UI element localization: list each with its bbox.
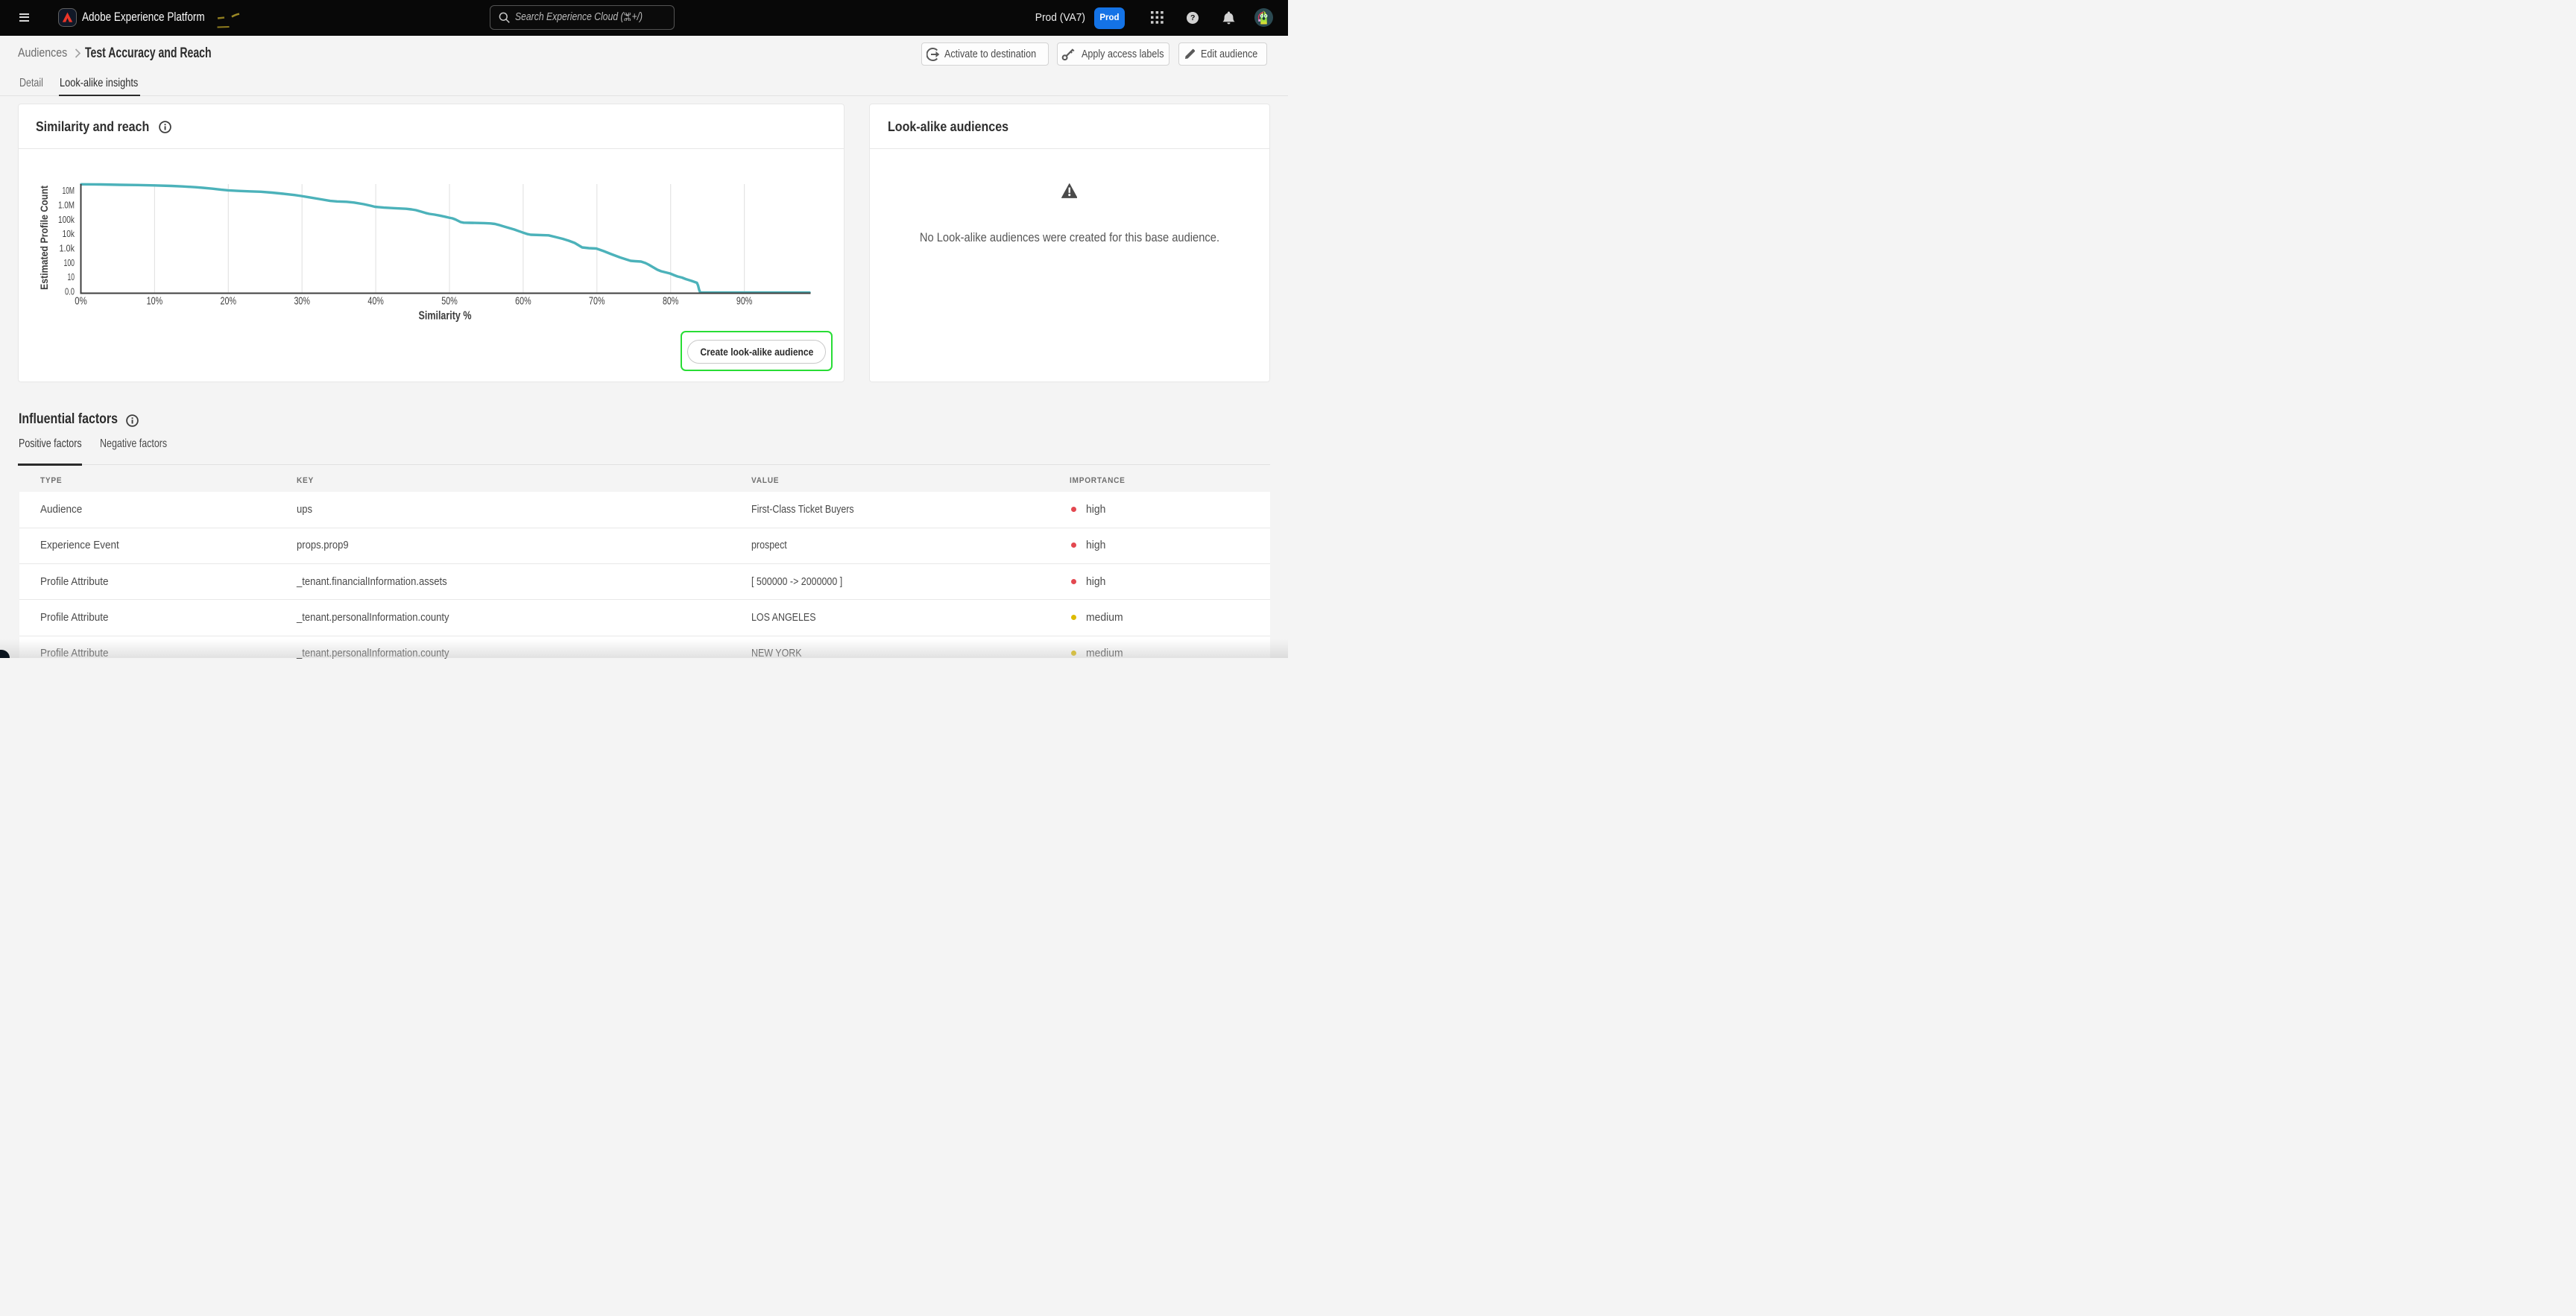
- svg-text:10%: 10%: [147, 295, 163, 308]
- svg-text:70%: 70%: [589, 295, 605, 308]
- svg-text:90%: 90%: [736, 295, 753, 308]
- svg-text:10M: 10M: [63, 186, 75, 196]
- svg-text:10: 10: [68, 272, 75, 282]
- svg-text:1.0M: 1.0M: [58, 200, 75, 211]
- svg-text:0%: 0%: [75, 295, 87, 308]
- svg-text:80%: 80%: [663, 295, 679, 308]
- svg-text:Estimated Profile Count: Estimated Profile Count: [39, 186, 50, 290]
- svg-text:50%: 50%: [441, 295, 458, 308]
- svg-text:100: 100: [64, 258, 75, 268]
- svg-text:100k: 100k: [58, 215, 75, 225]
- svg-text:10k: 10k: [63, 229, 75, 239]
- svg-text:40%: 40%: [367, 295, 383, 308]
- svg-text:20%: 20%: [221, 295, 237, 308]
- svg-text:1.0k: 1.0k: [60, 244, 75, 254]
- svg-text:Similarity %: Similarity %: [419, 310, 472, 323]
- svg-text:30%: 30%: [294, 295, 310, 308]
- svg-text:0.0: 0.0: [65, 287, 75, 297]
- svg-text:60%: 60%: [515, 295, 531, 308]
